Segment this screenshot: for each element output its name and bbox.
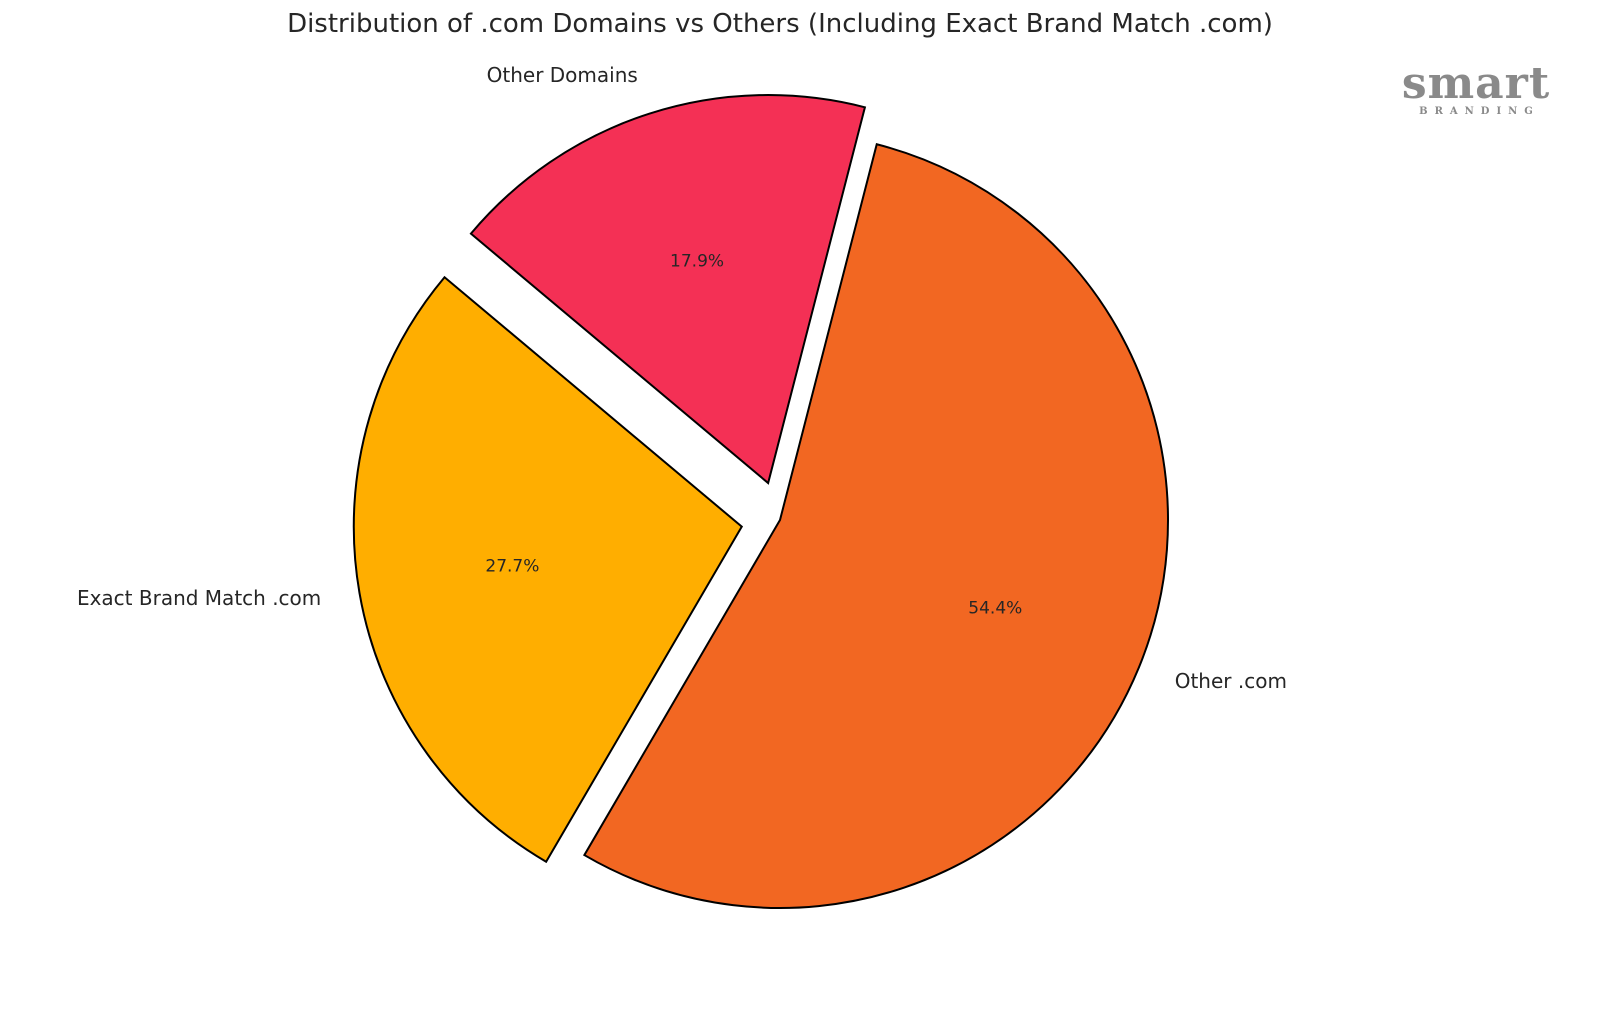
percentage-labels: 27.7% 54.4% 17.9%	[485, 251, 1022, 618]
pie-slice-1	[582, 143, 1169, 909]
logo-subtitle: BRANDING	[1419, 106, 1540, 117]
smart-branding-logo: smart BRANDING	[1396, 58, 1556, 118]
pie-slice-percentage: 17.9%	[670, 251, 724, 271]
logo-wordmark: smart	[1401, 58, 1551, 109]
chart-title: Distribution of .com Domains vs Others (…	[287, 9, 1273, 39]
slice-labels: Exact Brand Match .com Other .com Other Do…	[77, 63, 1287, 693]
pie-slice-percentage: 54.4%	[968, 599, 1022, 619]
pie-slice-percentage: 27.7%	[485, 557, 539, 577]
pie-slice-label: Exact Brand Match .com	[77, 586, 321, 610]
pie-slice-0	[352, 275, 744, 864]
pie-slice-label: Other .com	[1175, 669, 1287, 693]
pie-slice-2	[469, 94, 867, 485]
pie-slice-label: Other Domains	[487, 63, 638, 87]
pie-slices	[352, 94, 1169, 909]
